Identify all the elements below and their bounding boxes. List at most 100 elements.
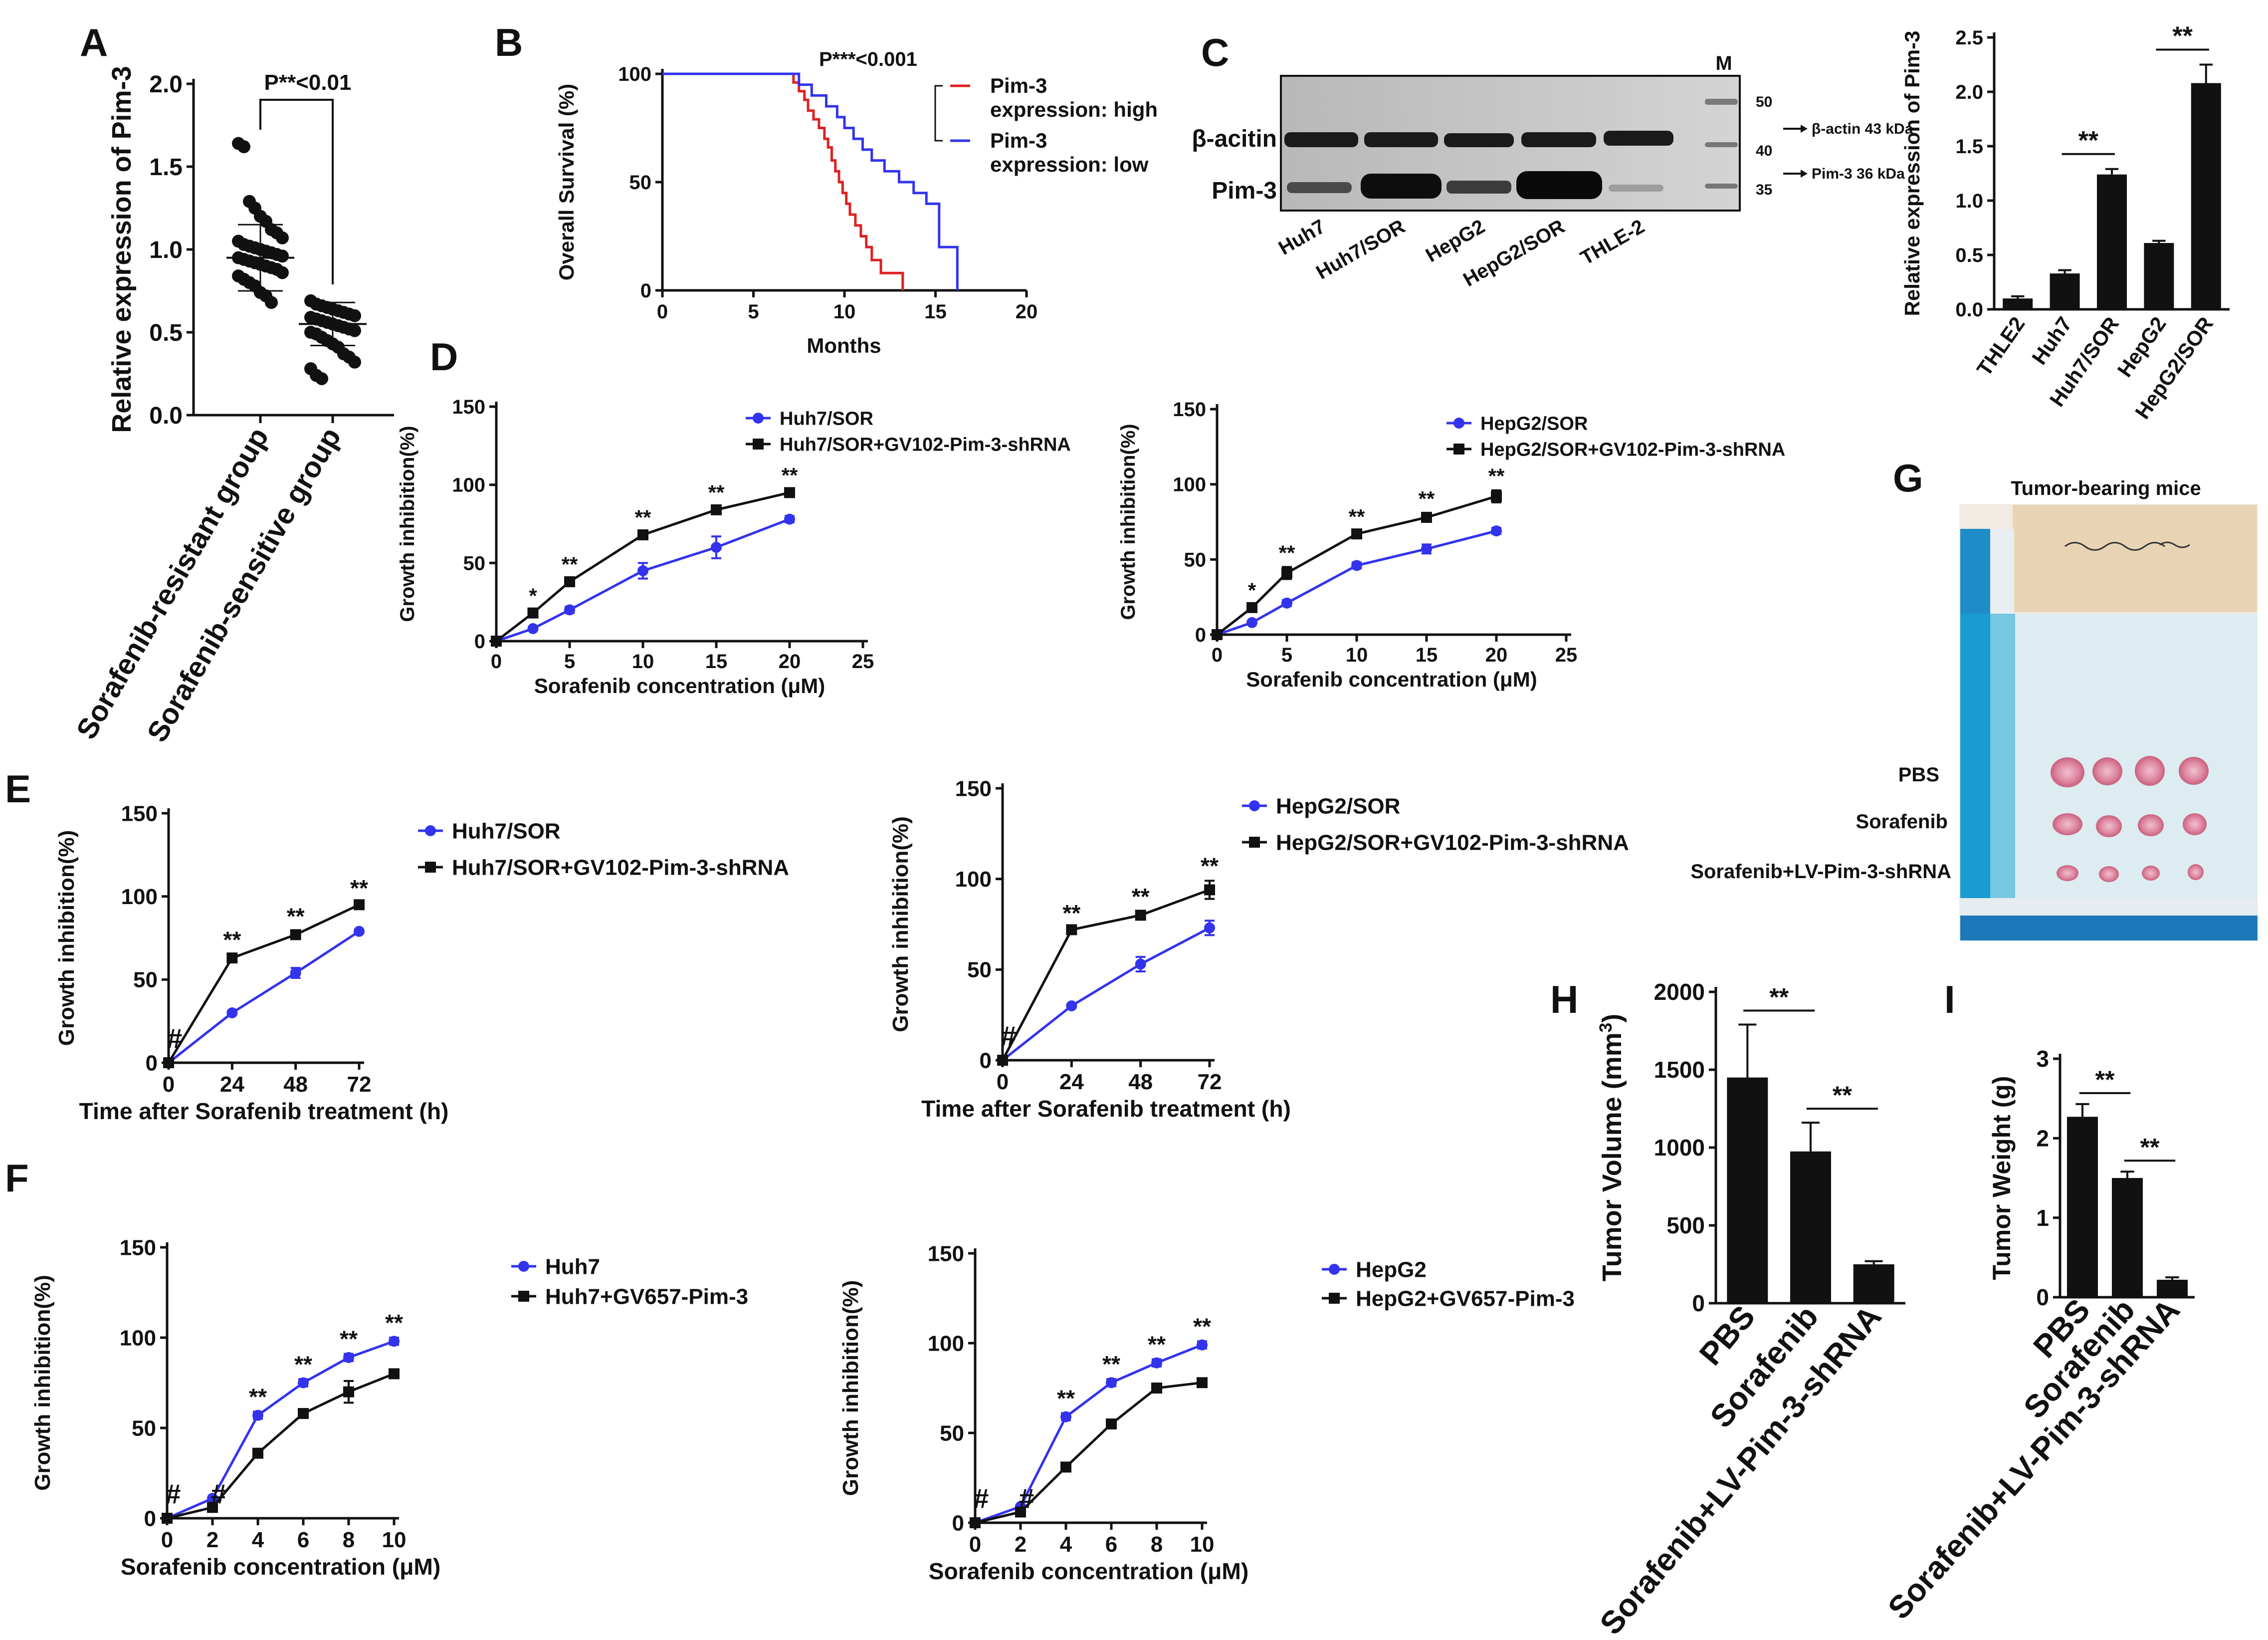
lane-label-3: HepG2 bbox=[1422, 216, 1489, 267]
y-tick-label: 50 bbox=[1184, 549, 1207, 571]
band-actin-2 bbox=[1364, 132, 1438, 147]
x-tick-label: 0 bbox=[997, 1070, 1009, 1094]
data-point-circle bbox=[389, 1336, 400, 1347]
series-line-HepG2/SOR bbox=[1217, 529, 1497, 636]
band-actin-3 bbox=[1444, 133, 1514, 147]
data-point-square bbox=[711, 504, 722, 515]
x-axis-label: Time after Sorafenib treatment (h) bbox=[921, 1096, 1291, 1122]
data-point-square bbox=[1204, 884, 1215, 896]
x-tick-label: 24 bbox=[220, 1072, 244, 1097]
data-point-circle bbox=[226, 1007, 238, 1018]
ladder-band-35 bbox=[1705, 184, 1738, 189]
lane-label-5: THLE-2 bbox=[1577, 216, 1648, 269]
data-point-circle bbox=[1204, 922, 1215, 934]
legend-label: HepG2/SOR+GV102-Pim-3-shRNA bbox=[1480, 439, 1785, 460]
panel-letter-e: E bbox=[5, 767, 31, 811]
x-tick-label: 24 bbox=[1059, 1070, 1084, 1094]
x-tick-label: 20 bbox=[1485, 644, 1508, 666]
significance-mark: # bbox=[167, 1023, 183, 1054]
x-tick-label: 2 bbox=[206, 1528, 218, 1552]
panel-b-survival: 0 50 100 0 5 10 15 20 Months Overall Survival (%)… bbox=[555, 48, 1158, 357]
legend-marker-circle bbox=[518, 1261, 529, 1272]
data-point-circle bbox=[1246, 617, 1257, 628]
x-tick-label: 10 bbox=[1346, 644, 1368, 666]
data-point-square bbox=[226, 952, 238, 963]
y-tick-label: 50 bbox=[463, 552, 486, 574]
data-point-circle bbox=[207, 1493, 218, 1504]
y-tick-label: 100 bbox=[928, 1331, 964, 1356]
panel-d-right-line: 0 50 100 150 0 5 10 15 20 25 Sorafenib concentrati… bbox=[1117, 399, 1785, 691]
significance-mark: ** bbox=[1062, 900, 1080, 926]
y-tick-label: 0 bbox=[1195, 624, 1206, 646]
significance-bracket bbox=[259, 99, 334, 284]
survival-curve-0 bbox=[662, 72, 904, 290]
bar-Huh7/SOR bbox=[2097, 174, 2127, 309]
annotation-pim3: Pim-3 36 kDa bbox=[1812, 166, 1905, 182]
x-tick-label: 5 bbox=[748, 301, 759, 323]
series-line-Huh7/SOR bbox=[168, 930, 360, 1064]
bar-Huh7 bbox=[2050, 273, 2080, 309]
y-tick-label: 500 bbox=[1666, 1212, 1705, 1238]
panel-letter-b: B bbox=[495, 20, 523, 64]
legend-marker-circle bbox=[1329, 1264, 1340, 1275]
photo-row-combo: Sorafenib+LV-Pim-3-shRNA bbox=[1690, 861, 1951, 883]
panel-letter-g: G bbox=[1893, 456, 1923, 500]
x-axis-label: Sorafenib concentration (μM) bbox=[1246, 668, 1537, 691]
y-tick-label: 150 bbox=[1173, 399, 1206, 421]
y-tick-label: 100 bbox=[618, 63, 651, 85]
y-axis-label: Growth inhibition(%) bbox=[1117, 424, 1139, 620]
band-actin-1 bbox=[1284, 132, 1358, 147]
legend-marker-circle bbox=[1453, 418, 1464, 429]
legend-marker-circle bbox=[1249, 800, 1260, 811]
y-axis-label: Relative expression of Pim-3 bbox=[1900, 31, 1924, 316]
y-tick-label: 2.5 bbox=[1955, 27, 1983, 49]
x-tick-label: 8 bbox=[343, 1528, 355, 1552]
series-line-Huh7/SOR bbox=[496, 518, 790, 643]
y-tick-label: 2 bbox=[2036, 1125, 2049, 1151]
y-axis-label: Overall Survival (%) bbox=[555, 84, 578, 281]
y-tick-label: 1500 bbox=[1654, 1057, 1705, 1083]
y-tick-label: 50 bbox=[967, 958, 992, 982]
legend-marker-square bbox=[1249, 837, 1260, 848]
significance-mark: ** bbox=[1148, 1331, 1166, 1357]
data-point-square bbox=[1060, 1461, 1071, 1473]
data-point-circle bbox=[1151, 1357, 1162, 1369]
x-tick-label: 20 bbox=[1016, 301, 1038, 323]
data-point-square bbox=[389, 1368, 400, 1380]
series-line-HepG2/SOR bbox=[1002, 927, 1211, 1061]
x-axis-label: Sorafenib concentration (μM) bbox=[534, 674, 825, 698]
x-tick-label: 4 bbox=[252, 1528, 264, 1552]
x-tick-label: 15 bbox=[924, 301, 947, 323]
x-tick-label: 0 bbox=[163, 1072, 175, 1097]
bar-Sorafenib+LV-Pim-3-shRNA bbox=[2157, 1279, 2188, 1297]
data-point-circle bbox=[1281, 597, 1292, 609]
data-point bbox=[237, 140, 250, 154]
significance-stars: ** bbox=[2140, 1133, 2160, 1161]
significance-stars: ** bbox=[2172, 22, 2193, 51]
p-value: P***<0.001 bbox=[819, 48, 917, 70]
y-tick-label: 50 bbox=[133, 968, 158, 992]
significance-mark: ** bbox=[385, 1310, 403, 1336]
series-line-Huh7/SOR+GV102-Pim-3-shRNA bbox=[495, 491, 790, 642]
y-tick-label: 1.0 bbox=[1955, 190, 1983, 212]
y-axis-label: Tumor Volume (mm3) bbox=[1596, 1014, 1628, 1282]
y-tick-label: 150 bbox=[452, 396, 485, 418]
data-point-square bbox=[1351, 528, 1362, 540]
photo-row-sorafenib: Sorafenib bbox=[1856, 811, 1948, 833]
ladder-label-50: 50 bbox=[1756, 94, 1772, 110]
data-point-square bbox=[162, 1513, 173, 1524]
y-tick-label: 50 bbox=[940, 1421, 964, 1445]
data-point-square bbox=[343, 1386, 354, 1398]
x-tick-label: 25 bbox=[1555, 644, 1578, 666]
legend-label: Huh7+GV657-Pim-3 bbox=[545, 1284, 748, 1309]
significance-mark: ** bbox=[1279, 541, 1295, 564]
y-tick-label: 0 bbox=[980, 1048, 992, 1073]
panel-letter-h: H bbox=[1550, 977, 1578, 1021]
y-axis-label: Growth inhibition(%) bbox=[838, 1280, 863, 1496]
legend-label: HepG2+GV657-Pim-3 bbox=[1356, 1286, 1575, 1311]
y-tick-label: 150 bbox=[121, 801, 158, 826]
significance-mark: ** bbox=[287, 904, 305, 930]
data-point-square bbox=[491, 636, 502, 647]
